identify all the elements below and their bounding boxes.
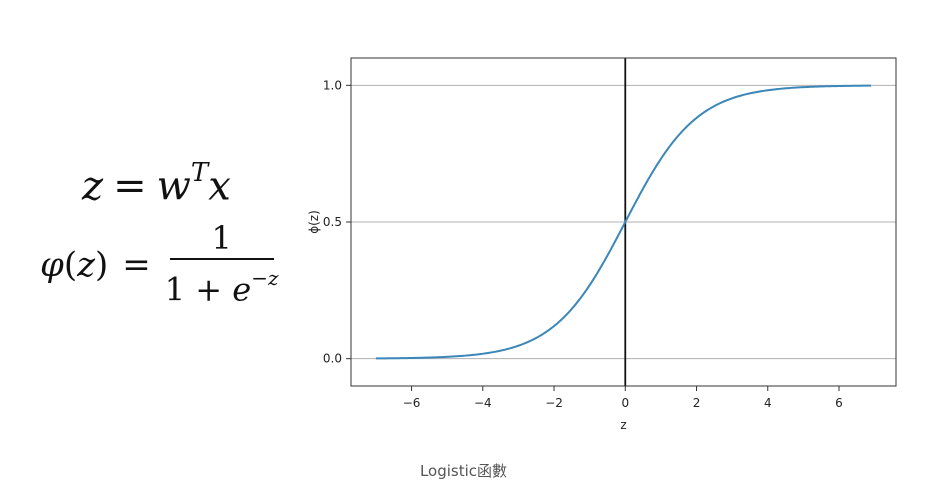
chart-x-tick-label-2: −2 (545, 396, 563, 410)
chart-y-tick-label-1: 0.5 (323, 215, 342, 229)
formula-phi-fraction: 1 1 + e−z (165, 218, 279, 312)
chart-x-tick-label-6: 6 (835, 396, 843, 410)
formula-phi-definition: φ(z) = 1 1 + e−z (40, 218, 279, 312)
formula-z-lhs: z (82, 163, 104, 210)
chart-y-axis-label: ϕ(z) (307, 210, 321, 234)
formula-phi-fraction-bar (169, 258, 274, 260)
formula-z-x: x (208, 163, 231, 210)
chart-x-tick-label-1: −4 (474, 396, 492, 410)
figure-caption: Logistic函數 (419, 462, 508, 480)
formula-z-equals: = (113, 163, 147, 210)
chart-x-axis-label: z (620, 418, 626, 432)
formula-z-w: w (156, 163, 191, 210)
formula-z-definition: z = wTx (82, 158, 231, 210)
formula-phi-arg: z (77, 244, 95, 285)
chart-y-tick-label-2: 1.0 (323, 78, 342, 92)
chart-curve-layer (375, 84, 872, 360)
formula-phi-symbol: φ (40, 244, 64, 285)
formula-phi-close-paren: ) (95, 244, 109, 285)
formula-phi-denominator: 1 + e−z (165, 260, 279, 312)
chart-y-ticks: 0.0 0.5 1.0 (323, 78, 351, 366)
chart-gridlines (351, 84, 896, 360)
chart-x-tick-label-4: 2 (693, 396, 701, 410)
formula-phi-lhs: φ(z) (40, 245, 108, 285)
formula-phi-numerator: 1 (211, 219, 232, 257)
formula-phi-open-paren: ( (63, 244, 78, 285)
formula-phi-den-exponent: −z (251, 266, 279, 290)
chart-y-tick-label-0: 0.0 (323, 352, 342, 366)
chart-x-tick-label-5: 4 (764, 396, 772, 410)
formula-z-transpose: T (190, 158, 209, 188)
formula-phi-den-prefix: 1 + (164, 270, 233, 309)
chart-x-tick-label-3: 0 (621, 396, 629, 410)
chart-x-ticks: −6 −4 −2 0 2 4 6 (403, 386, 843, 410)
chart-x-tick-label-0: −6 (403, 396, 421, 410)
formula-phi-den-base: e (232, 270, 252, 309)
formula-phi-equals: = (122, 244, 151, 285)
chart-sigmoid-curve (375, 84, 872, 360)
